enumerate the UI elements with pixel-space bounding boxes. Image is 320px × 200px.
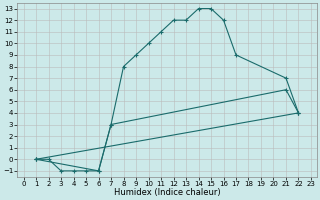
X-axis label: Humidex (Indice chaleur): Humidex (Indice chaleur) <box>114 188 220 197</box>
